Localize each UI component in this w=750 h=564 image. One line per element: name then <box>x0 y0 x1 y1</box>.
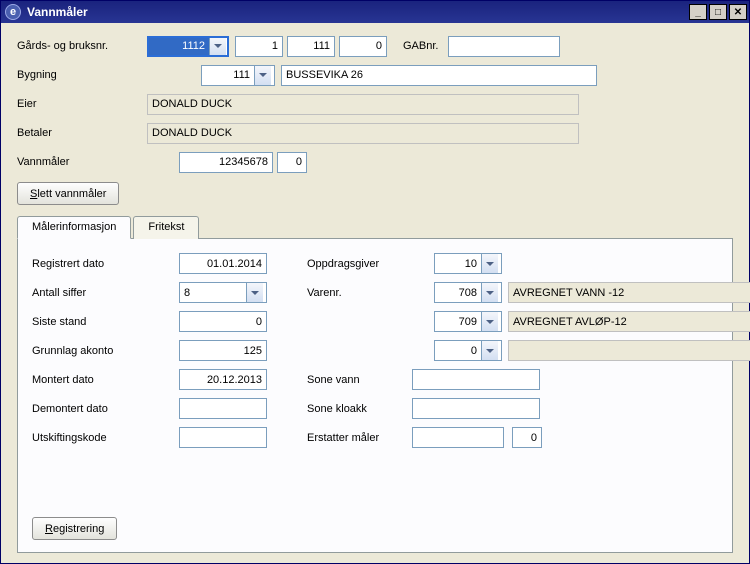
gards-sub2[interactable] <box>287 36 335 57</box>
gards-sub3[interactable] <box>339 36 387 57</box>
varenr-label: Varenr. <box>307 287 412 299</box>
gab-input[interactable] <box>448 36 560 57</box>
antall-combo[interactable] <box>179 282 267 303</box>
bygning-num[interactable] <box>202 66 254 85</box>
gards-input[interactable] <box>149 38 209 55</box>
vare1-num[interactable] <box>435 283 481 302</box>
chevron-down-icon[interactable] <box>209 38 226 55</box>
gab-label: GABnr. <box>403 40 438 52</box>
vare2-text <box>508 311 750 332</box>
chevron-down-icon[interactable] <box>246 283 263 302</box>
vare1-combo[interactable] <box>434 282 502 303</box>
maximize-button[interactable]: □ <box>709 4 727 20</box>
tab-container: Målerinformasjon Fritekst Registrert dat… <box>17 215 733 553</box>
vare2-combo[interactable] <box>434 311 502 332</box>
chevron-down-icon[interactable] <box>481 283 498 302</box>
gards-sub1[interactable] <box>235 36 283 57</box>
antall-input[interactable] <box>180 283 246 302</box>
grunnlag-label: Grunnlag akonto <box>32 345 147 357</box>
siste-input[interactable] <box>179 311 267 332</box>
demontert-input[interactable] <box>179 398 267 419</box>
vannmaler-num[interactable] <box>179 152 273 173</box>
bygning-label: Bygning <box>17 69 147 81</box>
eier-label: Eier <box>17 98 147 110</box>
siste-label: Siste stand <box>32 316 147 328</box>
oppdrag-label: Oppdragsgiver <box>307 258 412 270</box>
vare3-num[interactable] <box>435 341 481 360</box>
vare3-text <box>508 340 750 361</box>
app-icon: e <box>5 4 21 20</box>
betaler-label: Betaler <box>17 127 147 139</box>
chevron-down-icon[interactable] <box>254 66 271 85</box>
vare3-combo[interactable] <box>434 340 502 361</box>
chevron-down-icon[interactable] <box>481 312 498 331</box>
sonekloakk-input[interactable] <box>412 398 540 419</box>
bygning-combo[interactable] <box>201 65 275 86</box>
minimize-button[interactable]: _ <box>689 4 707 20</box>
close-button[interactable]: ✕ <box>729 4 747 20</box>
tab-panel: Registrert dato Oppdragsgiver Antall sif… <box>17 238 733 553</box>
utskift-label: Utskiftingskode <box>32 432 147 444</box>
eier-value <box>147 94 579 115</box>
utskift-input[interactable] <box>179 427 267 448</box>
sonekloakk-label: Sone kloakk <box>307 403 412 415</box>
chevron-down-icon[interactable] <box>481 341 498 360</box>
montert-input[interactable] <box>179 369 267 390</box>
chevron-down-icon[interactable] <box>481 254 498 273</box>
delete-vannmaler-button[interactable]: Slett vannmåler <box>17 182 119 205</box>
erstatter-input[interactable] <box>412 427 504 448</box>
vannmaler-sub[interactable] <box>277 152 307 173</box>
window-title: Vannmåler <box>27 5 88 19</box>
grunnlag-input[interactable] <box>179 340 267 361</box>
oppdrag-combo[interactable] <box>434 253 502 274</box>
betaler-value <box>147 123 579 144</box>
sonevann-label: Sone vann <box>307 374 412 386</box>
antall-label: Antall siffer <box>32 287 147 299</box>
vannmaler-window: e Vannmåler _ □ ✕ Gårds- og bruksnr. GAB… <box>0 0 750 564</box>
registrert-input[interactable] <box>179 253 267 274</box>
tab-fritekst[interactable]: Fritekst <box>133 216 199 239</box>
vannmaler-label: Vannmåler <box>17 156 147 168</box>
titlebar: e Vannmåler _ □ ✕ <box>1 1 749 23</box>
bygning-text[interactable] <box>281 65 597 86</box>
demontert-label: Demontert dato <box>32 403 147 415</box>
erstatter-sub[interactable] <box>512 427 542 448</box>
montert-label: Montert dato <box>32 374 147 386</box>
vare1-text <box>508 282 750 303</box>
sonevann-input[interactable] <box>412 369 540 390</box>
gards-label: Gårds- og bruksnr. <box>17 40 147 52</box>
gards-combo[interactable] <box>147 36 229 57</box>
oppdrag-input[interactable] <box>435 254 481 273</box>
registrering-button[interactable]: Registrering <box>32 517 117 540</box>
registrert-label: Registrert dato <box>32 258 147 270</box>
erstatter-label: Erstatter måler <box>307 432 412 444</box>
form-content: Gårds- og bruksnr. GABnr. Bygning Eier <box>1 23 749 563</box>
tab-malerinformasjon[interactable]: Målerinformasjon <box>17 216 131 239</box>
vare2-num[interactable] <box>435 312 481 331</box>
